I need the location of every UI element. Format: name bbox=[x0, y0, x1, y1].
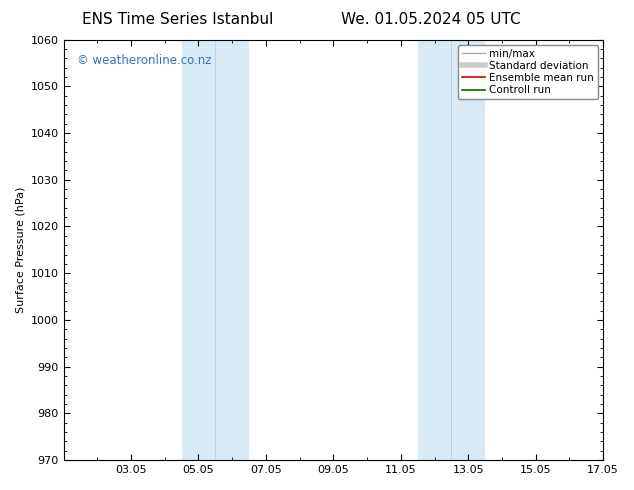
Text: © weatheronline.co.nz: © weatheronline.co.nz bbox=[77, 54, 212, 67]
Text: ENS Time Series Istanbul: ENS Time Series Istanbul bbox=[82, 12, 273, 27]
Bar bbox=[181, 40, 249, 460]
Legend: min/max, Standard deviation, Ensemble mean run, Controll run: min/max, Standard deviation, Ensemble me… bbox=[458, 45, 598, 99]
Text: We. 01.05.2024 05 UTC: We. 01.05.2024 05 UTC bbox=[341, 12, 521, 27]
Bar bbox=[418, 40, 485, 460]
Y-axis label: Surface Pressure (hPa): Surface Pressure (hPa) bbox=[15, 187, 25, 313]
